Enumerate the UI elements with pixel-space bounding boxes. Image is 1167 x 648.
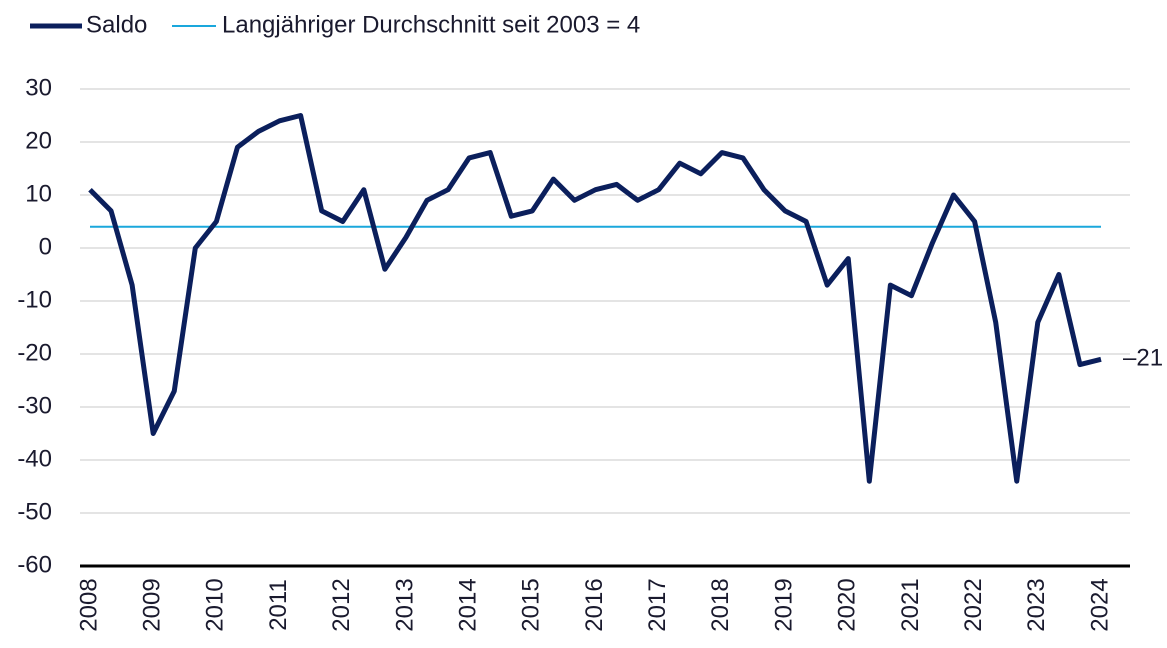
- data-line: [88, 113, 1102, 484]
- x-tick-label: 2011: [265, 579, 292, 631]
- y-tick-label: 0: [39, 233, 52, 260]
- x-tick-label: 2024: [1086, 578, 1113, 631]
- x-tick-label: 2010: [202, 578, 229, 631]
- y-tick-label: -50: [17, 498, 52, 525]
- x-tick-label: 2016: [581, 578, 608, 631]
- x-tick-label: 2015: [518, 578, 545, 631]
- legend-label: Saldo: [86, 11, 147, 38]
- x-tick-label: 2022: [960, 578, 987, 631]
- x-tick-label: 2020: [834, 578, 861, 631]
- y-tick-label: 10: [25, 180, 52, 207]
- y-tick-label: -60: [17, 551, 52, 578]
- data-label: –21: [1123, 345, 1163, 372]
- x-tick-label: 2014: [454, 578, 481, 631]
- x-tick-label: 2012: [328, 578, 355, 631]
- x-tick-label: 2023: [1023, 578, 1050, 631]
- x-tick-label: 2008: [75, 578, 102, 631]
- y-tick-label: -20: [17, 339, 52, 366]
- x-tick-label: 2017: [644, 578, 671, 631]
- y-tick-label: 20: [25, 127, 52, 154]
- y-tick-label: -10: [17, 286, 52, 313]
- x-tick-label: 2013: [391, 578, 418, 631]
- x-tick-label: 2009: [139, 578, 166, 631]
- y-tick-label: -30: [17, 392, 52, 419]
- x-tick-label: 2021: [897, 578, 924, 631]
- y-tick-label: 30: [25, 74, 52, 101]
- x-tick-label: 2018: [707, 578, 734, 631]
- legend-label: Langjähriger Durchschnitt seit 2003 = 4: [222, 11, 640, 38]
- y-tick-label: -40: [17, 445, 52, 472]
- x-tick-label: 2019: [770, 578, 797, 631]
